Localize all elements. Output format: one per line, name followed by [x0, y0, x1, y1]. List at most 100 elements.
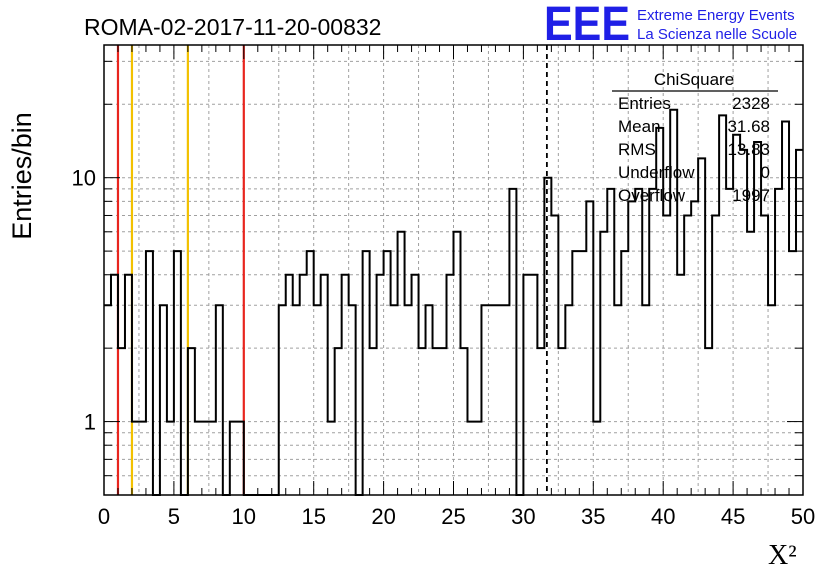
x-tick-label: 15 — [301, 504, 325, 529]
histogram-bin — [300, 275, 307, 495]
stats-box: ChiSquare Entries 2328 Mean 31.68 RMS 13… — [612, 70, 778, 205]
histogram-bin — [349, 305, 356, 495]
histogram-bin — [768, 305, 775, 495]
histogram-bin — [761, 215, 768, 495]
histogram-bin — [216, 305, 223, 495]
histogram-bin — [558, 348, 565, 495]
histogram-bin — [488, 305, 495, 495]
x-axis-label: X² — [768, 540, 797, 571]
histogram-bin — [551, 215, 558, 495]
histogram-bin — [572, 251, 579, 495]
histogram-bin — [426, 305, 433, 495]
histogram-bin — [635, 189, 642, 495]
x-tick-label: 10 — [232, 504, 256, 529]
histogram-bin — [523, 275, 530, 495]
histogram-bin — [677, 275, 684, 495]
histogram-bin — [335, 348, 342, 495]
histogram-bin — [747, 232, 754, 495]
histogram-bin — [104, 305, 111, 495]
histogram-bin — [537, 348, 544, 495]
histogram-bin — [237, 422, 244, 495]
histogram-bin — [705, 348, 712, 495]
y-tick-label: 1 — [84, 410, 96, 435]
stats-label-mean: Mean — [618, 117, 661, 136]
histogram-bin — [712, 215, 719, 495]
x-tick-label: 25 — [441, 504, 465, 529]
histogram-outline — [104, 108, 803, 496]
histogram-bin — [195, 422, 202, 495]
histogram-bin — [467, 422, 474, 495]
logo-line-1: Extreme Energy Events — [637, 7, 795, 24]
axes: 0 5 10 15 20 25 30 35 40 45 50 1 10 — [72, 44, 815, 529]
stats-label-entries: Entries — [618, 94, 671, 113]
histogram-bin — [544, 178, 551, 495]
histogram-bin — [495, 305, 502, 495]
x-tick-label: 20 — [371, 504, 395, 529]
histogram-bin — [698, 158, 705, 495]
histogram-bin — [579, 251, 586, 495]
y-axis-label: Entries/bin — [7, 112, 37, 240]
histogram-bin — [286, 275, 293, 495]
histogram-bin — [481, 305, 488, 495]
histogram-bin — [412, 275, 419, 495]
histogram-bin — [328, 422, 335, 495]
stats-value-entries: 2328 — [732, 94, 770, 113]
stats-value-rms: 13.83 — [727, 140, 770, 159]
histogram-bin — [656, 128, 663, 495]
histogram-bin — [419, 348, 426, 495]
histogram-bin — [628, 201, 635, 495]
run-title: ROMA-02-2017-11-20-00832 — [84, 14, 381, 40]
histogram-bin — [398, 232, 405, 495]
stats-label-rms: RMS — [618, 140, 656, 159]
histogram-bin — [391, 305, 398, 495]
x-tick-label: 45 — [721, 504, 745, 529]
histogram-bin — [509, 189, 516, 495]
histogram-bin — [384, 251, 391, 495]
histogram-bin — [789, 251, 796, 495]
histogram-bin — [565, 305, 572, 495]
histogram-bin — [460, 348, 467, 495]
stats-value-mean: 31.68 — [727, 117, 770, 136]
histogram-bin — [167, 422, 174, 495]
histogram-bin — [684, 215, 691, 495]
histogram-bin — [474, 422, 481, 495]
histogram-bin — [502, 305, 509, 495]
histogram-bin — [314, 305, 321, 495]
x-tick-label: 40 — [651, 504, 675, 529]
histogram-bin — [649, 189, 656, 495]
histogram-bin — [125, 275, 132, 495]
histogram-bin — [454, 232, 461, 495]
histogram-bin — [586, 201, 593, 495]
histogram — [104, 108, 803, 496]
histogram-bin — [719, 115, 726, 495]
y-tick-label: 10 — [72, 166, 96, 191]
histogram-bin — [132, 422, 139, 495]
x-tick-label: 0 — [98, 504, 110, 529]
x-tick-label: 35 — [581, 504, 605, 529]
histogram-bin — [279, 305, 286, 495]
eee-logo: EEE — [544, 0, 630, 51]
histogram-bin — [377, 275, 384, 495]
histogram-bin — [607, 189, 614, 495]
histogram-bin — [188, 348, 195, 495]
stats-value-overflow: 1997 — [732, 186, 770, 205]
histogram-bin — [663, 215, 670, 495]
histogram-bin — [440, 348, 447, 495]
stats-label-overflow: Overflow — [618, 186, 686, 205]
histogram-bin — [621, 251, 628, 495]
histogram-bin — [370, 348, 377, 495]
histogram-bin — [230, 422, 237, 495]
histogram-bin — [433, 348, 440, 495]
histogram-bin — [342, 275, 349, 495]
histogram-bin — [160, 305, 167, 495]
histogram-bin — [209, 422, 216, 495]
histogram-bin — [691, 201, 698, 495]
stats-title: ChiSquare — [654, 70, 734, 89]
histogram-bin — [174, 251, 181, 495]
histogram-bin — [139, 422, 146, 495]
x-tick-label: 5 — [168, 504, 180, 529]
histogram-bin — [642, 305, 649, 495]
histogram-bin — [614, 305, 621, 495]
x-tick-label: 50 — [791, 504, 815, 529]
